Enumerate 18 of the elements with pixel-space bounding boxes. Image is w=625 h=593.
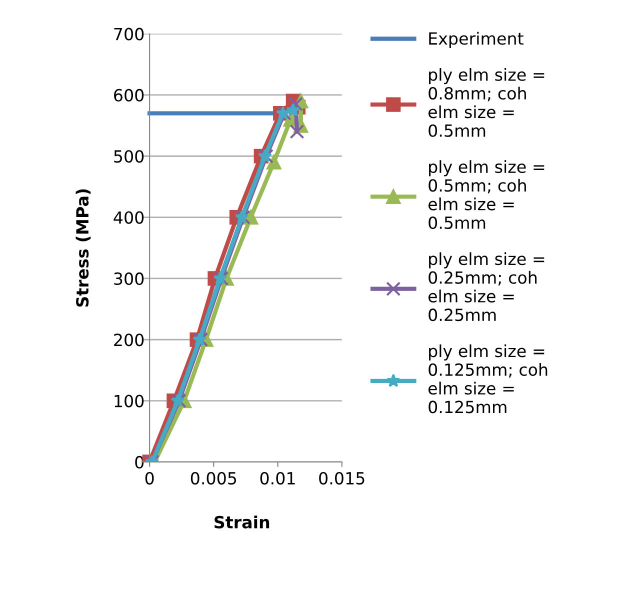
x-tick-label: 0.01 [260, 472, 295, 485]
y-tick-label: 600 [114, 88, 144, 102]
legend-label: ply elm size = 0.5mm; coh elm size = 0.5mm [428, 160, 544, 230]
legend-label: Experiment [429, 32, 524, 48]
legend-label: ply elm size = 0.8mm; coh elm size = 0.5mm [428, 68, 544, 137]
y-tick-label: 500 [114, 150, 144, 163]
legend-label: ply elm size = 0.25mm; coh elm size = 0.25mm [428, 252, 544, 322]
x-tick-label: 0.015 [319, 472, 364, 485]
y-tick-label: 100 [114, 394, 144, 408]
x-axis-title: Strain [214, 516, 270, 528]
y-tick-label: 200 [114, 334, 144, 346]
y-tick-label: 700 [114, 28, 144, 40]
y-axis-title: Stress (MPa) [76, 189, 91, 307]
y-tick-label: 400 [114, 211, 144, 224]
y-tick-label: 300 [114, 272, 144, 286]
legend-label: ply elm size = 0.125mm; coh elm size = 0.125mm [428, 344, 548, 414]
x-tick-label: 0 [145, 472, 154, 485]
x-tick-label: 0.005 [190, 472, 236, 485]
